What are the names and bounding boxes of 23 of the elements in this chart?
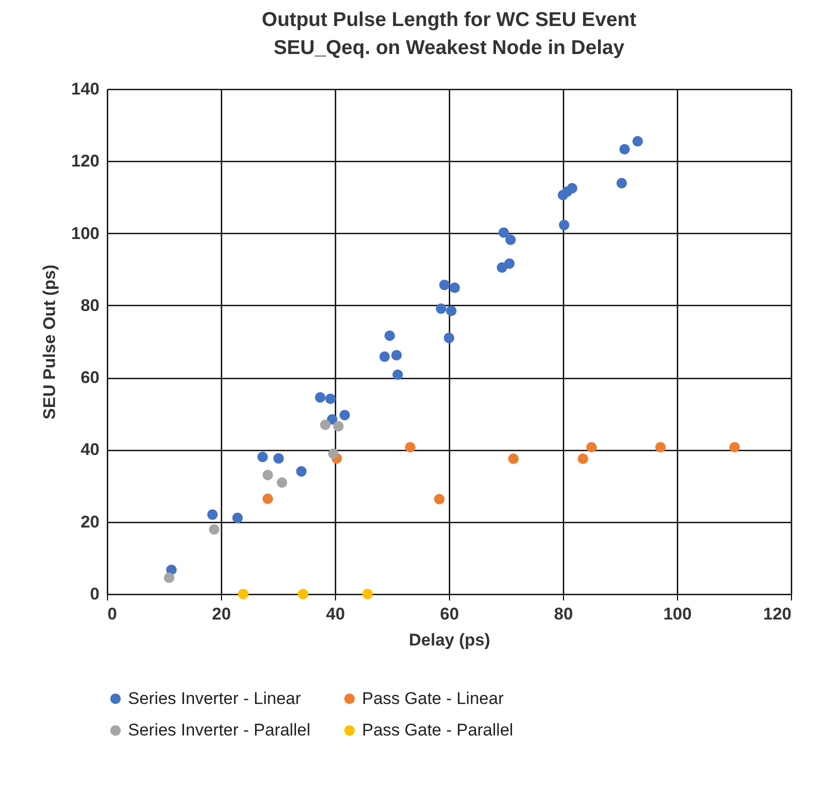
x-tick-label: 40 <box>326 604 345 624</box>
y-tick-label: 100 <box>71 224 100 243</box>
x-tick-label: 0 <box>108 604 117 624</box>
chart-subtitle: SEU_Qeq. on Weakest Node in Delay <box>274 37 626 59</box>
x-axis-title: Delay (ps) <box>408 630 490 650</box>
y-tick-label: 80 <box>80 296 100 315</box>
x-tick-label: 100 <box>663 604 692 624</box>
legend-label: Series Inverter - Linear <box>128 688 302 708</box>
y-tick-label: 140 <box>71 80 100 98</box>
x-tick-label: 20 <box>212 604 231 624</box>
x-tick-label: 120 <box>763 604 792 624</box>
legend-label: Pass Gate - Linear <box>362 688 504 708</box>
y-tick-label: 20 <box>80 512 100 532</box>
y-tick-label: 40 <box>80 440 100 460</box>
y-tick-label: 120 <box>71 152 100 171</box>
chart-title: Output Pulse Length for WC SEU Event <box>262 9 637 31</box>
legend-label: Pass Gate - Parallel <box>362 720 514 740</box>
y-axis-title: SEU Pulse Out (ps) <box>40 264 60 420</box>
y-tick-label: 60 <box>80 368 100 388</box>
y-tick-label: 0 <box>90 584 100 604</box>
x-tick-label: 60 <box>440 604 459 624</box>
legend-label: Series Inverter - Parallel <box>128 720 310 740</box>
x-tick-label: 80 <box>554 604 573 624</box>
